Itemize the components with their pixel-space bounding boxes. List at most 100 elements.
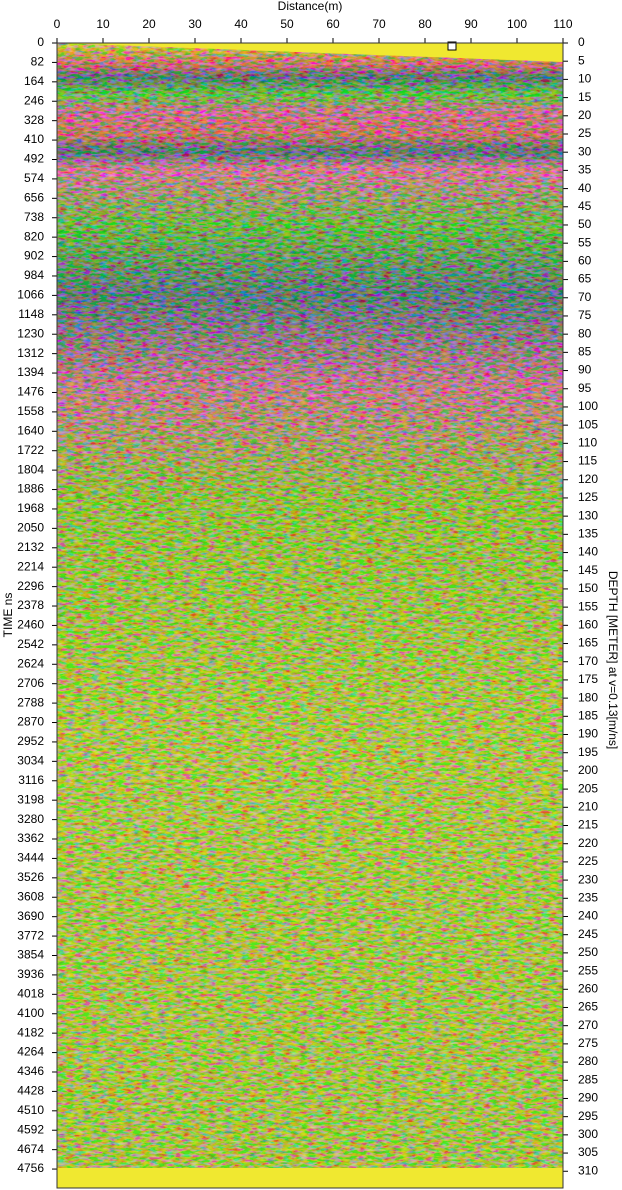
y2-tick-label: 285 <box>578 1072 598 1086</box>
y-tick-label: 2378 <box>17 598 44 612</box>
y-tick-label: 3690 <box>17 909 44 923</box>
y-tick-label: 4592 <box>17 1122 44 1136</box>
y-tick-label: 2542 <box>17 637 44 651</box>
y-tick-label: 3854 <box>17 948 44 962</box>
y2-tick-label: 175 <box>578 672 598 686</box>
y2-tick-label: 45 <box>578 199 592 213</box>
x-tick-label: 10 <box>96 17 110 31</box>
y2-tick-label: 205 <box>578 781 598 795</box>
y-tick-label: 3444 <box>17 851 44 865</box>
y2-tick-label: 200 <box>578 763 598 777</box>
y-tick-label: 2706 <box>17 676 44 690</box>
y2-tick-label: 250 <box>578 945 598 959</box>
y2-tick-label: 275 <box>578 1036 598 1050</box>
y2-tick-label: 155 <box>578 599 598 613</box>
y-tick-label: 1394 <box>17 365 44 379</box>
y-tick-label: 820 <box>24 229 44 243</box>
x-tick-label: 40 <box>234 17 248 31</box>
y2-tick-label: 270 <box>578 1018 598 1032</box>
y-tick-label: 4674 <box>17 1142 44 1156</box>
y2-tick-label: 260 <box>578 981 598 995</box>
y2-tick-label: 220 <box>578 836 598 850</box>
y2-tick-label: 115 <box>578 454 597 468</box>
y2-tick-label: 110 <box>578 436 597 450</box>
plot-frame <box>56 42 564 1189</box>
y-tick-label: 2460 <box>17 618 44 632</box>
y2-tick-label: 20 <box>578 108 592 122</box>
x-tick-label: 50 <box>280 17 294 31</box>
y-tick-label: 4756 <box>17 1161 44 1175</box>
y-tick-label: 1148 <box>18 307 44 321</box>
y-tick-label: 3526 <box>17 870 44 884</box>
y-tick-label: 3608 <box>17 889 44 903</box>
y-tick-label: 984 <box>24 268 44 282</box>
y-tick-label: 1558 <box>17 404 44 418</box>
y2-tick-label: 140 <box>578 545 598 559</box>
y-tick-label: 738 <box>24 210 44 224</box>
y2-tick-label: 240 <box>578 909 598 923</box>
y-tick-label: 902 <box>24 249 44 263</box>
y-axis-title: TIME ns <box>1 593 15 638</box>
x-tick-label: 80 <box>418 17 432 31</box>
y-tick-label: 2870 <box>17 715 44 729</box>
y2-tick-label: 85 <box>578 345 592 359</box>
y-tick-label: 328 <box>24 113 44 127</box>
x-tick-label: 70 <box>372 17 386 31</box>
y2-tick-label: 255 <box>578 963 598 977</box>
y2-tick-label: 195 <box>578 745 598 759</box>
y-tick-label: 4182 <box>17 1025 44 1039</box>
x-tick-label: 90 <box>464 17 478 31</box>
y2-tick-label: 25 <box>578 126 592 140</box>
y-tick-label: 2214 <box>17 559 44 573</box>
y-tick-label: 4428 <box>17 1084 44 1098</box>
y2-tick-label: 290 <box>578 1091 598 1105</box>
y2-tick-label: 210 <box>578 799 598 813</box>
y-tick-label: 3772 <box>17 928 44 942</box>
y2-tick-label: 280 <box>578 1054 598 1068</box>
y-tick-label: 3936 <box>17 967 44 981</box>
y-tick-label: 4346 <box>17 1064 44 1078</box>
y2-tick-label: 50 <box>578 217 592 231</box>
y-tick-label: 3034 <box>17 754 44 768</box>
y-tick-label: 1476 <box>17 385 44 399</box>
y-tick-label: 3198 <box>17 792 44 806</box>
y-tick-label: 574 <box>24 171 44 185</box>
y-tick-label: 4100 <box>17 1006 44 1020</box>
y-tick-label: 1230 <box>17 326 44 340</box>
y2-tick-label: 105 <box>578 417 598 431</box>
x-tick-label: 100 <box>507 17 527 31</box>
y2-tick-label: 120 <box>578 472 598 486</box>
y2-tick-label: 310 <box>578 1163 598 1177</box>
y-tick-label: 4264 <box>17 1045 44 1059</box>
y2-tick-label: 125 <box>578 490 598 504</box>
y2-tick-label: 95 <box>578 381 592 395</box>
y-tick-label: 3280 <box>17 812 44 826</box>
y2-tick-label: 170 <box>578 654 598 668</box>
y2-tick-label: 5 <box>578 53 585 67</box>
y2-tick-label: 40 <box>578 181 592 195</box>
y2-tick-label: 15 <box>578 90 592 104</box>
y-tick-label: 656 <box>24 190 44 204</box>
y2-tick-label: 265 <box>578 1000 598 1014</box>
y-tick-label: 2624 <box>17 656 44 670</box>
y-tick-label: 1640 <box>17 423 44 437</box>
y-tick-label: 2296 <box>17 579 44 593</box>
y-tick-label: 1312 <box>17 346 44 360</box>
y2-tick-label: 150 <box>578 581 598 595</box>
y-tick-label: 4018 <box>17 986 44 1000</box>
y2-tick-label: 160 <box>578 617 598 631</box>
x-tick-label: 110 <box>553 17 572 31</box>
y2-tick-label: 225 <box>578 854 598 868</box>
y2-tick-label: 245 <box>578 927 598 941</box>
y-tick-label: 1066 <box>17 288 44 302</box>
x-tick-label: 0 <box>54 17 61 31</box>
y2-tick-label: 130 <box>578 508 598 522</box>
y2-tick-label: 35 <box>578 163 592 177</box>
y-tick-label: 492 <box>24 152 44 166</box>
y-tick-label: 3116 <box>18 773 44 787</box>
y-tick-label: 3362 <box>17 831 44 845</box>
y-tick-label: 2050 <box>17 521 44 535</box>
y2-tick-label: 75 <box>578 308 592 322</box>
x-tick-label: 20 <box>142 17 156 31</box>
